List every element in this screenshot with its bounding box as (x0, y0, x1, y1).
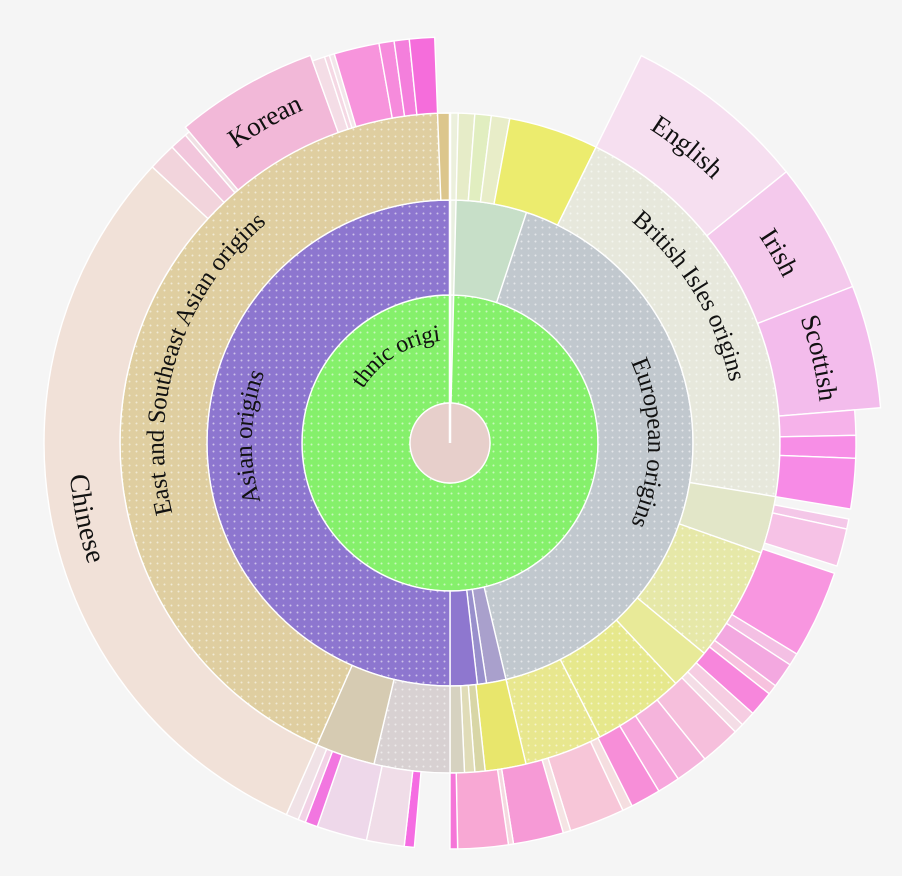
ring4-segment[interactable] (408, 36, 439, 116)
ring4-segment[interactable] (763, 512, 848, 567)
ring4-segment[interactable] (43, 165, 318, 816)
ring4-segment[interactable] (774, 454, 857, 510)
ring4-segment[interactable] (449, 772, 459, 850)
ring4-segment[interactable] (779, 434, 857, 460)
